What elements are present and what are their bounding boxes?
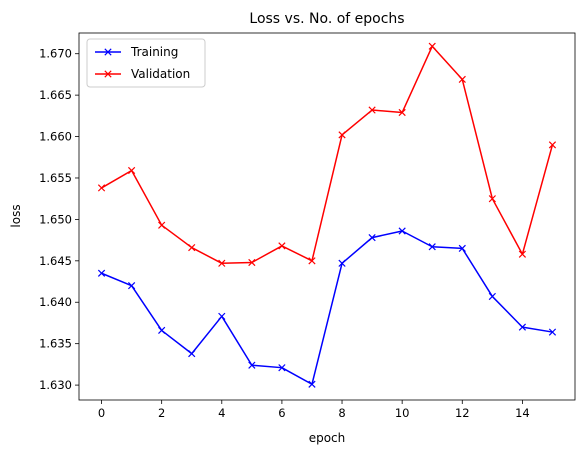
- legend-box: [86, 38, 206, 88]
- validation-point: [127, 166, 136, 175]
- validation-point: [158, 221, 166, 229]
- training-point: [188, 349, 196, 358]
- series-layer: [97, 42, 557, 388]
- y-axis-label: loss: [9, 204, 23, 227]
- training-point: [127, 282, 136, 290]
- training-series-line: [101, 230, 553, 386]
- x-tick-label: 2: [158, 406, 165, 420]
- x-tick-label: 4: [218, 406, 225, 420]
- x-tick-label: 8: [338, 406, 345, 420]
- validation-point: [458, 75, 466, 84]
- legend: Training Validation: [86, 38, 206, 88]
- validation-point: [218, 259, 226, 267]
- training-point: [428, 243, 436, 251]
- y-tick-label: 1.655: [39, 171, 72, 185]
- y-tick-label: 1.650: [39, 212, 72, 226]
- plot-frame: [78, 32, 576, 401]
- training-point: [548, 328, 557, 336]
- y-tick-label: 1.630: [39, 378, 72, 392]
- validation-legend-marker: [104, 70, 112, 78]
- y-tick-label: 1.645: [39, 254, 72, 268]
- x-tick-label: 12: [455, 406, 470, 420]
- y-tick-label: 1.665: [39, 88, 72, 102]
- y-tick-label: 1.660: [39, 130, 72, 144]
- training-point: [248, 361, 256, 369]
- training-point: [97, 269, 106, 277]
- training-point: [158, 326, 166, 335]
- y-tick-label: 1.640: [39, 295, 72, 309]
- validation-point: [548, 141, 557, 149]
- validation-point: [488, 195, 496, 203]
- training-point: [278, 364, 286, 372]
- chart-title: Loss vs. No. of epochs: [249, 11, 404, 27]
- training-point: [518, 323, 527, 331]
- validation-point: [338, 131, 346, 139]
- training-point: [458, 244, 466, 253]
- training-point: [308, 380, 316, 388]
- y-tick-label: 1.670: [39, 47, 72, 61]
- training-legend-label: Training: [130, 45, 178, 59]
- x-tick-label: 10: [395, 406, 410, 420]
- validation-point: [278, 242, 286, 250]
- validation-legend-label: Validation: [131, 67, 190, 81]
- y-tick-label: 1.635: [39, 337, 72, 351]
- x-tick-label: 6: [278, 406, 285, 420]
- validation-point: [248, 258, 256, 267]
- x-axis: 0 2 4 6 8 10 12 14: [98, 400, 530, 420]
- x-tick-label: 0: [98, 406, 105, 420]
- training-legend-marker: [104, 48, 112, 56]
- validation-series-line: [101, 45, 554, 265]
- x-axis-label: epoch: [309, 431, 346, 445]
- x-tick-label: 14: [515, 406, 530, 420]
- training-point: [338, 259, 346, 267]
- validation-point: [188, 243, 196, 252]
- validation-point: [97, 184, 106, 192]
- validation-point: [518, 250, 527, 258]
- validation-point: [398, 108, 406, 117]
- training-point: [218, 312, 226, 320]
- validation-point: [308, 257, 316, 265]
- training-point: [368, 234, 376, 242]
- validation-point: [368, 106, 376, 114]
- y-axis: 1.630 1.635 1.640 1.645 1.650 1.655 1.660 1.665…: [39, 47, 79, 392]
- training-point: [488, 292, 496, 301]
- training-point: [398, 227, 406, 235]
- validation-point: [428, 42, 436, 50]
